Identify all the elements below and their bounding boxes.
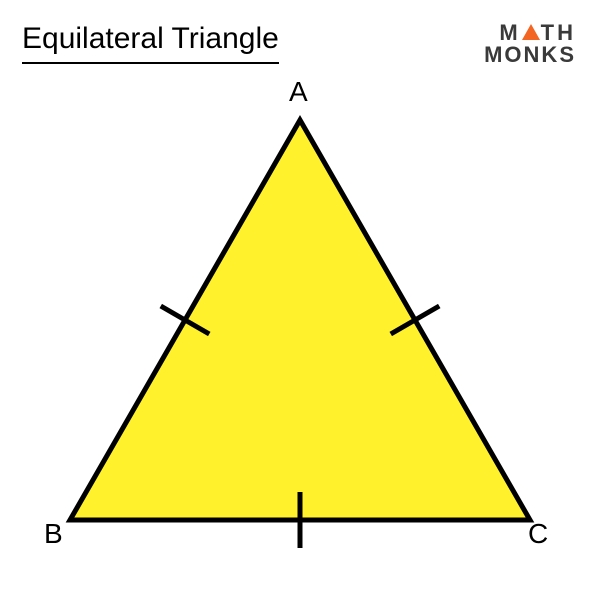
triangle-diagram: A B C bbox=[0, 80, 600, 600]
logo-line-1: MTH bbox=[484, 22, 576, 44]
vertex-label-b: B bbox=[44, 518, 63, 550]
vertex-label-c: C bbox=[528, 518, 548, 550]
logo-line-2: MONKS bbox=[484, 44, 576, 66]
triangle-svg bbox=[0, 80, 600, 600]
brand-logo: MTH MONKS bbox=[484, 22, 576, 66]
logo-triangle-icon bbox=[522, 24, 540, 40]
vertex-label-a: A bbox=[289, 76, 308, 108]
diagram-title: Equilateral Triangle bbox=[22, 22, 279, 64]
